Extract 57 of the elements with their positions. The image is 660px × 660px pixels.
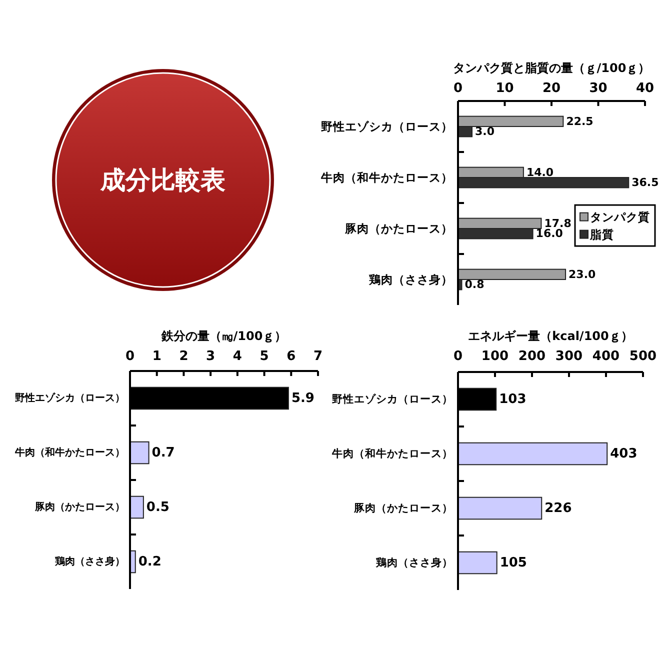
x-tick-label: 0 xyxy=(453,81,463,96)
legend-label: タンパク質 xyxy=(590,210,650,224)
chart-title: 鉄分の量（㎎/100ｇ） xyxy=(160,329,287,343)
data-label: 3.0 xyxy=(475,125,495,138)
data-label: 0.8 xyxy=(464,278,484,292)
x-tick-label: 400 xyxy=(592,349,620,364)
data-label: 103 xyxy=(499,392,526,407)
x-tick-label: 40 xyxy=(636,81,654,96)
x-tick-label: 300 xyxy=(555,349,583,364)
x-tick-label: 10 xyxy=(496,81,514,96)
x-tick-label: 3 xyxy=(206,349,216,364)
x-tick-label: 0 xyxy=(125,349,135,364)
y-tick-label: 牛肉（和牛かたロース） xyxy=(320,170,453,184)
chart-title: タンパク質と脂質の量（ｇ/100ｇ） xyxy=(452,61,650,75)
y-tick-label: 鶏肉（ささ身） xyxy=(375,556,453,569)
data-label: 22.5 xyxy=(566,114,594,128)
data-label: 23.0 xyxy=(568,268,596,281)
data-label: 17.8 xyxy=(544,216,572,230)
data-label: 36.5 xyxy=(632,176,659,190)
x-tick-label: 6 xyxy=(286,349,296,364)
x-tick-label: 0 xyxy=(453,349,463,364)
legend-label: 脂質 xyxy=(589,227,614,242)
y-tick-label: 牛肉（和牛かたロース） xyxy=(14,446,125,458)
data-label: 0.5 xyxy=(146,500,170,515)
data-label: 5.9 xyxy=(291,390,314,406)
x-tick-label: 500 xyxy=(629,349,657,364)
bar xyxy=(458,442,608,466)
x-tick-label: 4 xyxy=(232,349,242,364)
data-label: 0.7 xyxy=(152,445,175,460)
x-tick-label: 5 xyxy=(260,349,269,364)
x-tick-label: 7 xyxy=(313,349,323,364)
data-label: 226 xyxy=(544,500,572,516)
data-label: 14.0 xyxy=(526,166,554,179)
x-tick-label: 100 xyxy=(481,349,509,364)
x-tick-label: 2 xyxy=(179,349,188,364)
x-tick-label: 200 xyxy=(518,349,546,364)
bar xyxy=(458,551,498,574)
y-tick-label: 豚肉（かたロース） xyxy=(353,502,453,514)
chart-title: エネルギー量（kcal/100ｇ） xyxy=(468,329,633,343)
bar xyxy=(130,441,150,464)
y-tick-label: 野性エゾシカ（ロース） xyxy=(332,392,453,406)
y-tick-label: 鶏肉（ささ身） xyxy=(54,555,125,568)
x-tick-label: 20 xyxy=(542,81,561,96)
bar xyxy=(458,496,542,520)
y-tick-label: 鶏肉（ささ身） xyxy=(368,272,453,286)
data-label: 403 xyxy=(610,446,638,462)
y-tick-label: 野性エゾシカ（ロース） xyxy=(15,392,125,404)
data-label: 16.0 xyxy=(536,227,564,240)
y-tick-label: 牛肉（和牛かたロース） xyxy=(331,446,453,460)
data-label: 0.2 xyxy=(138,554,162,570)
y-tick-label: 豚肉（かたロース） xyxy=(344,222,453,236)
x-tick-label: 30 xyxy=(589,81,608,96)
data-label: 105 xyxy=(500,555,527,570)
text: 成分比較表 xyxy=(100,166,226,194)
y-tick-label: 豚肉（かたロース） xyxy=(34,500,125,513)
x-tick-label: 1 xyxy=(152,349,162,364)
y-tick-label: 野性エゾシカ（ロース） xyxy=(321,120,453,134)
